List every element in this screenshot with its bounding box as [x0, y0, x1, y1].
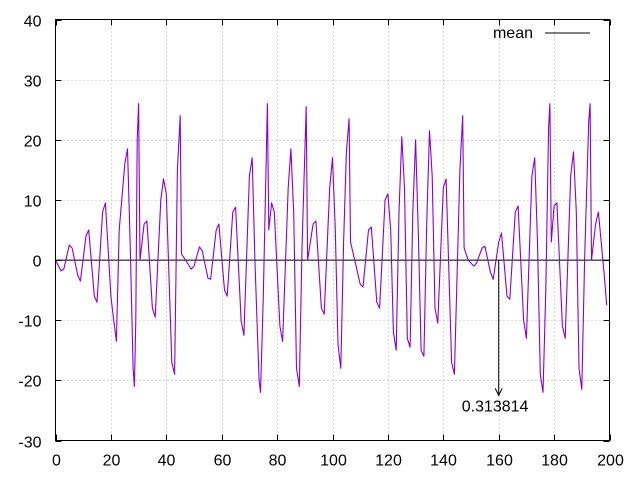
y-tick-label: -30	[18, 435, 41, 452]
series-layer	[55, 103, 610, 393]
annotation-layer: 0.313814	[462, 260, 529, 415]
data-series-line	[55, 103, 608, 393]
y-tick-label: 0	[33, 254, 42, 271]
x-tick-label: 60	[214, 453, 232, 470]
axis-ticks	[55, 19, 611, 442]
legend-label: mean	[493, 25, 533, 42]
legend: mean	[493, 25, 590, 42]
x-tick-label: 120	[375, 453, 402, 470]
plot-frame	[55, 19, 610, 441]
annotation-label: 0.313814	[462, 398, 529, 415]
y-tick-label: 30	[24, 74, 42, 91]
y-tick-label: -20	[18, 374, 41, 391]
x-tick-label: 40	[158, 453, 176, 470]
grid	[55, 19, 610, 441]
x-tick-label: 160	[486, 453, 513, 470]
x-tick-label: 200	[597, 453, 624, 470]
y-tick-label: 40	[24, 14, 42, 31]
y-tick-label: 10	[24, 194, 42, 211]
x-tick-label: 20	[103, 453, 121, 470]
x-tick-label: 80	[269, 453, 287, 470]
x-tick-label: 180	[541, 453, 568, 470]
x-tick-label: 100	[320, 453, 347, 470]
x-tick-label: 0	[52, 453, 61, 470]
y-tick-label: -10	[18, 314, 41, 331]
x-tick-label: 140	[430, 453, 457, 470]
tick-labels: 0 20 40 60 80 100 120 140 160 180 200 -30 -20 -10 0 10 2…	[18, 14, 624, 470]
y-tick-label: 20	[24, 134, 42, 151]
annotation-arrowhead	[494, 388, 503, 397]
